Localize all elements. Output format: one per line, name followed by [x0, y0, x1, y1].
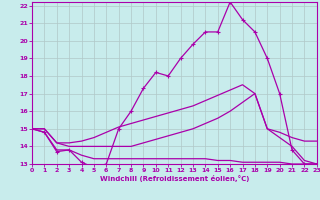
X-axis label: Windchill (Refroidissement éolien,°C): Windchill (Refroidissement éolien,°C) [100, 175, 249, 182]
